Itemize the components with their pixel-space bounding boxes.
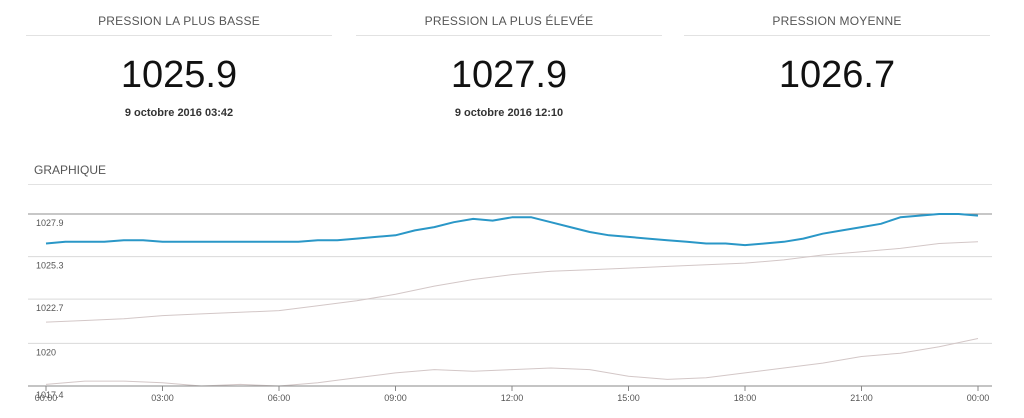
- y-tick-label: 1017.4: [36, 390, 64, 400]
- stat-value: 1027.9: [450, 54, 568, 96]
- series-layer: [45, 213, 979, 387]
- x-tick-label: 21:00: [850, 393, 873, 403]
- series-line-main: [45, 213, 979, 247]
- x-tick-label: 00:00: [967, 393, 990, 403]
- y-tick-label: 1022.7: [36, 303, 64, 313]
- y-tick-label: 1020: [36, 347, 56, 357]
- stat-value: 1026.7: [778, 54, 896, 96]
- stat-label: PRESSION MOYENNE: [772, 14, 902, 28]
- divider: [684, 35, 990, 36]
- y-tick-label: 1027.9: [36, 218, 64, 228]
- x-tick-label: 12:00: [501, 393, 524, 403]
- stat-date: 9 octobre 2016 03:42: [124, 107, 234, 119]
- x-tick-label: 00:00: [35, 393, 58, 403]
- x-tick-label: 03:00: [151, 393, 174, 403]
- divider: [28, 184, 992, 185]
- stat-label: PRESSION LA PLUS ÉLEVÉE: [424, 14, 594, 28]
- stat-label: PRESSION LA PLUS BASSE: [98, 14, 260, 28]
- x-tick-label: 18:00: [734, 393, 757, 403]
- section-title: GRAPHIQUE: [34, 163, 107, 177]
- grid-layer: [28, 213, 992, 344]
- x-tick-label: 06:00: [268, 393, 291, 403]
- divider: [356, 35, 662, 36]
- divider: [26, 35, 332, 36]
- series-line-secondary: [45, 241, 979, 323]
- series-line-secondary: [45, 338, 979, 387]
- stat-date: 9 octobre 2016 12:10: [454, 107, 564, 119]
- stat-value: 1025.9: [120, 54, 238, 96]
- x-tick-label: 09:00: [384, 393, 407, 403]
- y-tick-label: 1025.3: [36, 261, 64, 271]
- x-tick-label: 15:00: [617, 393, 640, 403]
